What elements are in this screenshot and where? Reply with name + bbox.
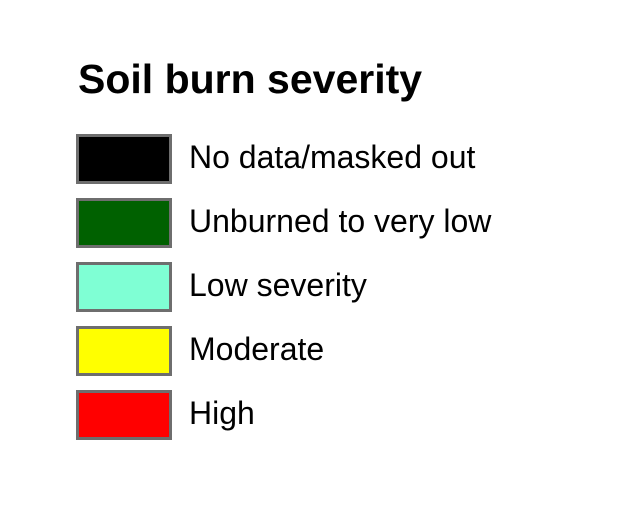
legend-item-unburned: Unburned to very low [76, 198, 596, 248]
legend-label: Low severity [189, 267, 367, 303]
legend-item-no-data: No data/masked out [76, 134, 596, 184]
legend-item-moderate: Moderate [76, 326, 596, 376]
legend-label: Moderate [189, 331, 325, 367]
legend-swatch [76, 134, 172, 184]
legend-item-high: High [76, 390, 596, 440]
legend-swatch [76, 390, 172, 440]
legend-swatch [76, 262, 172, 312]
legend-swatch [76, 326, 172, 376]
legend-swatch [76, 198, 172, 248]
legend-label: Unburned to very low [189, 203, 492, 239]
legend-title: Soil burn severity [78, 56, 423, 102]
legend-label: High [189, 395, 255, 431]
legend-label: No data/masked out [189, 139, 476, 175]
legend-item-low: Low severity [76, 262, 596, 312]
